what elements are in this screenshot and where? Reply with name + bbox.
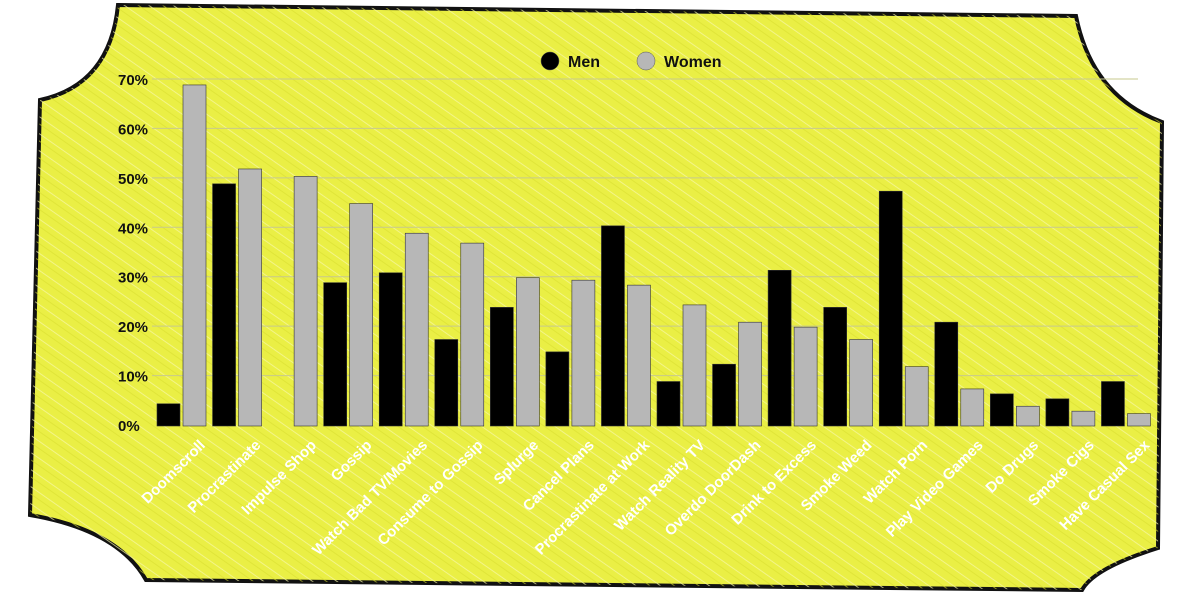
bar-women-5	[404, 232, 429, 427]
y-axis: 0% 10% 20% 30% 40% 50% 60% 70%	[118, 72, 148, 435]
bar-women-8	[571, 279, 596, 427]
bar-men-7	[490, 307, 514, 427]
bar-men-4	[323, 282, 347, 427]
bar-women-3	[293, 176, 318, 427]
bar-men-1	[156, 403, 181, 427]
bar-women-11	[738, 321, 762, 427]
bar-women-14	[904, 366, 929, 427]
legend: Men Women	[540, 51, 721, 71]
bar-men-13	[823, 307, 847, 427]
y-tick-label: 30%	[118, 270, 148, 287]
bar-women-13	[849, 339, 873, 427]
bar-men-12	[767, 269, 792, 427]
y-tick-label: 70%	[118, 72, 148, 89]
bar-men-17	[1045, 398, 1070, 427]
bar-men-15	[934, 321, 959, 427]
bar-men-10	[656, 381, 681, 427]
bar-men-6	[434, 339, 459, 427]
legend-swatch-women	[636, 51, 656, 71]
bar-women-16	[1016, 405, 1040, 427]
card-texture	[30, 5, 1162, 590]
bar-women-18	[1127, 413, 1151, 427]
y-tick-label: 40%	[118, 220, 148, 237]
y-tick-label: 0%	[118, 418, 140, 435]
legend-swatch-men	[540, 51, 560, 71]
bar-women-6	[460, 242, 485, 427]
bar-women-7	[516, 277, 540, 427]
bar-women-1	[182, 84, 207, 427]
bar-men-14	[878, 190, 903, 427]
bar-men-5	[378, 272, 403, 427]
bar-men-9	[601, 225, 625, 427]
y-tick-label: 10%	[118, 369, 148, 386]
bar-women-10	[682, 304, 707, 427]
bar-men-16	[990, 393, 1014, 427]
bar-women-15	[960, 388, 985, 427]
bar-men-11	[712, 363, 736, 427]
y-tick-label: 20%	[118, 319, 148, 336]
bar-men-18	[1101, 381, 1125, 427]
y-tick-label: 60%	[118, 121, 148, 138]
bar-women-4	[349, 203, 373, 427]
bar-men-2	[212, 183, 236, 427]
bar-women-17	[1071, 410, 1096, 427]
bar-women-12	[793, 326, 818, 427]
bars	[156, 84, 1151, 427]
legend-label-men: Men	[568, 54, 600, 71]
legend-label-women: Women	[664, 54, 721, 71]
bar-men-8	[545, 351, 570, 427]
bar-women-9	[627, 284, 651, 427]
y-tick-label: 50%	[118, 171, 148, 188]
bar-women-2	[238, 168, 262, 427]
